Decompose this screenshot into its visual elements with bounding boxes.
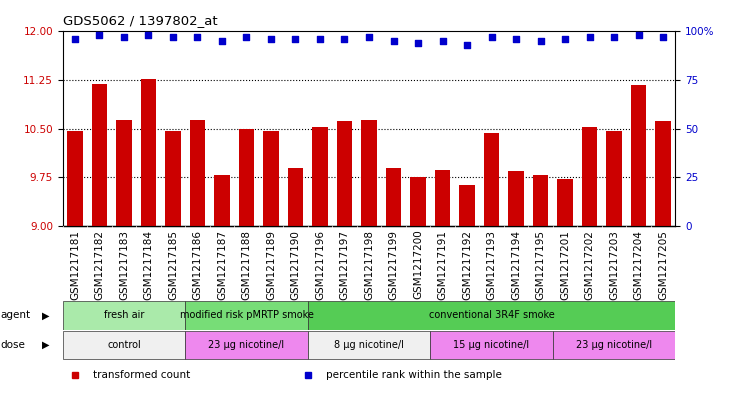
- Point: [559, 36, 571, 42]
- Point: [461, 42, 473, 48]
- Text: GSM1217198: GSM1217198: [364, 230, 374, 300]
- Bar: [435, 169, 450, 226]
- Bar: [288, 167, 303, 226]
- Bar: [238, 129, 255, 226]
- Point: [339, 36, 351, 42]
- Bar: [630, 84, 646, 226]
- Bar: [165, 130, 181, 226]
- Text: GSM1217184: GSM1217184: [143, 230, 154, 300]
- Bar: [308, 331, 430, 359]
- Point: [657, 34, 669, 40]
- Bar: [655, 121, 671, 226]
- Text: GSM1217193: GSM1217193: [486, 230, 497, 300]
- Text: GSM1217197: GSM1217197: [339, 230, 350, 300]
- Text: percentile rank within the sample: percentile rank within the sample: [326, 370, 502, 380]
- Point: [142, 32, 154, 39]
- Point: [584, 34, 596, 40]
- Text: GSM1217201: GSM1217201: [560, 230, 570, 299]
- Bar: [214, 175, 230, 226]
- Point: [216, 38, 228, 44]
- Text: GSM1217204: GSM1217204: [633, 230, 644, 299]
- Text: GSM1217205: GSM1217205: [658, 230, 668, 299]
- Point: [289, 36, 301, 42]
- Bar: [533, 175, 548, 226]
- Bar: [557, 179, 573, 226]
- Text: GSM1217188: GSM1217188: [241, 230, 252, 300]
- Text: 23 μg nicotine/l: 23 μg nicotine/l: [576, 340, 652, 350]
- Text: agent: agent: [1, 310, 31, 320]
- Text: GSM1217183: GSM1217183: [119, 230, 129, 300]
- Point: [510, 36, 522, 42]
- Text: GSM1217181: GSM1217181: [70, 230, 80, 300]
- Point: [69, 36, 81, 42]
- Text: ▶: ▶: [42, 310, 49, 320]
- Text: GSM1217199: GSM1217199: [388, 230, 399, 300]
- Text: GSM1217185: GSM1217185: [168, 230, 178, 300]
- Text: GSM1217202: GSM1217202: [584, 230, 595, 299]
- Text: transformed count: transformed count: [93, 370, 190, 380]
- Bar: [92, 84, 108, 226]
- Text: GSM1217203: GSM1217203: [609, 230, 619, 299]
- Text: GSM1217196: GSM1217196: [315, 230, 325, 300]
- Text: GSM1217191: GSM1217191: [438, 230, 447, 300]
- Bar: [410, 177, 426, 226]
- Bar: [63, 301, 185, 329]
- Text: GSM1217192: GSM1217192: [462, 230, 472, 300]
- Bar: [430, 331, 553, 359]
- Text: GSM1217186: GSM1217186: [193, 230, 202, 300]
- Point: [486, 34, 497, 40]
- Point: [314, 36, 326, 42]
- Bar: [483, 132, 500, 226]
- Point: [192, 34, 204, 40]
- Point: [387, 38, 399, 44]
- Text: dose: dose: [1, 340, 26, 350]
- Text: GSM1217187: GSM1217187: [217, 230, 227, 300]
- Point: [412, 40, 424, 46]
- Bar: [190, 120, 205, 226]
- Text: 8 μg nicotine/l: 8 μg nicotine/l: [334, 340, 404, 350]
- Bar: [582, 127, 598, 226]
- Bar: [385, 167, 401, 226]
- Text: ▶: ▶: [42, 340, 49, 350]
- Text: fresh air: fresh air: [104, 310, 144, 320]
- Bar: [140, 79, 156, 226]
- Bar: [337, 121, 353, 226]
- Text: modified risk pMRTP smoke: modified risk pMRTP smoke: [179, 310, 314, 320]
- Text: GSM1217194: GSM1217194: [511, 230, 521, 300]
- Bar: [116, 119, 132, 226]
- Text: conventional 3R4F smoke: conventional 3R4F smoke: [429, 310, 554, 320]
- Bar: [553, 331, 675, 359]
- Text: GSM1217190: GSM1217190: [291, 230, 300, 299]
- Point: [167, 34, 179, 40]
- Text: 15 μg nicotine/l: 15 μg nicotine/l: [453, 340, 530, 350]
- Text: GSM1217189: GSM1217189: [266, 230, 276, 300]
- Bar: [63, 331, 185, 359]
- Bar: [185, 331, 308, 359]
- Point: [241, 34, 252, 40]
- Point: [608, 34, 620, 40]
- Point: [534, 38, 546, 44]
- Point: [363, 34, 375, 40]
- Bar: [459, 185, 475, 226]
- Bar: [308, 301, 675, 329]
- Bar: [361, 120, 377, 226]
- Point: [265, 36, 277, 42]
- Bar: [508, 171, 524, 226]
- Bar: [67, 130, 83, 226]
- Text: control: control: [107, 340, 141, 350]
- Bar: [263, 131, 279, 226]
- Point: [437, 38, 449, 44]
- Text: GDS5062 / 1397802_at: GDS5062 / 1397802_at: [63, 14, 218, 27]
- Bar: [185, 301, 308, 329]
- Text: GSM1217182: GSM1217182: [94, 230, 105, 300]
- Bar: [606, 131, 622, 226]
- Text: 23 μg nicotine/l: 23 μg nicotine/l: [208, 340, 285, 350]
- Point: [94, 32, 106, 39]
- Text: GSM1217195: GSM1217195: [536, 230, 545, 300]
- Bar: [312, 127, 328, 226]
- Text: GSM1217200: GSM1217200: [413, 230, 423, 299]
- Point: [632, 32, 644, 39]
- Point: [118, 34, 130, 40]
